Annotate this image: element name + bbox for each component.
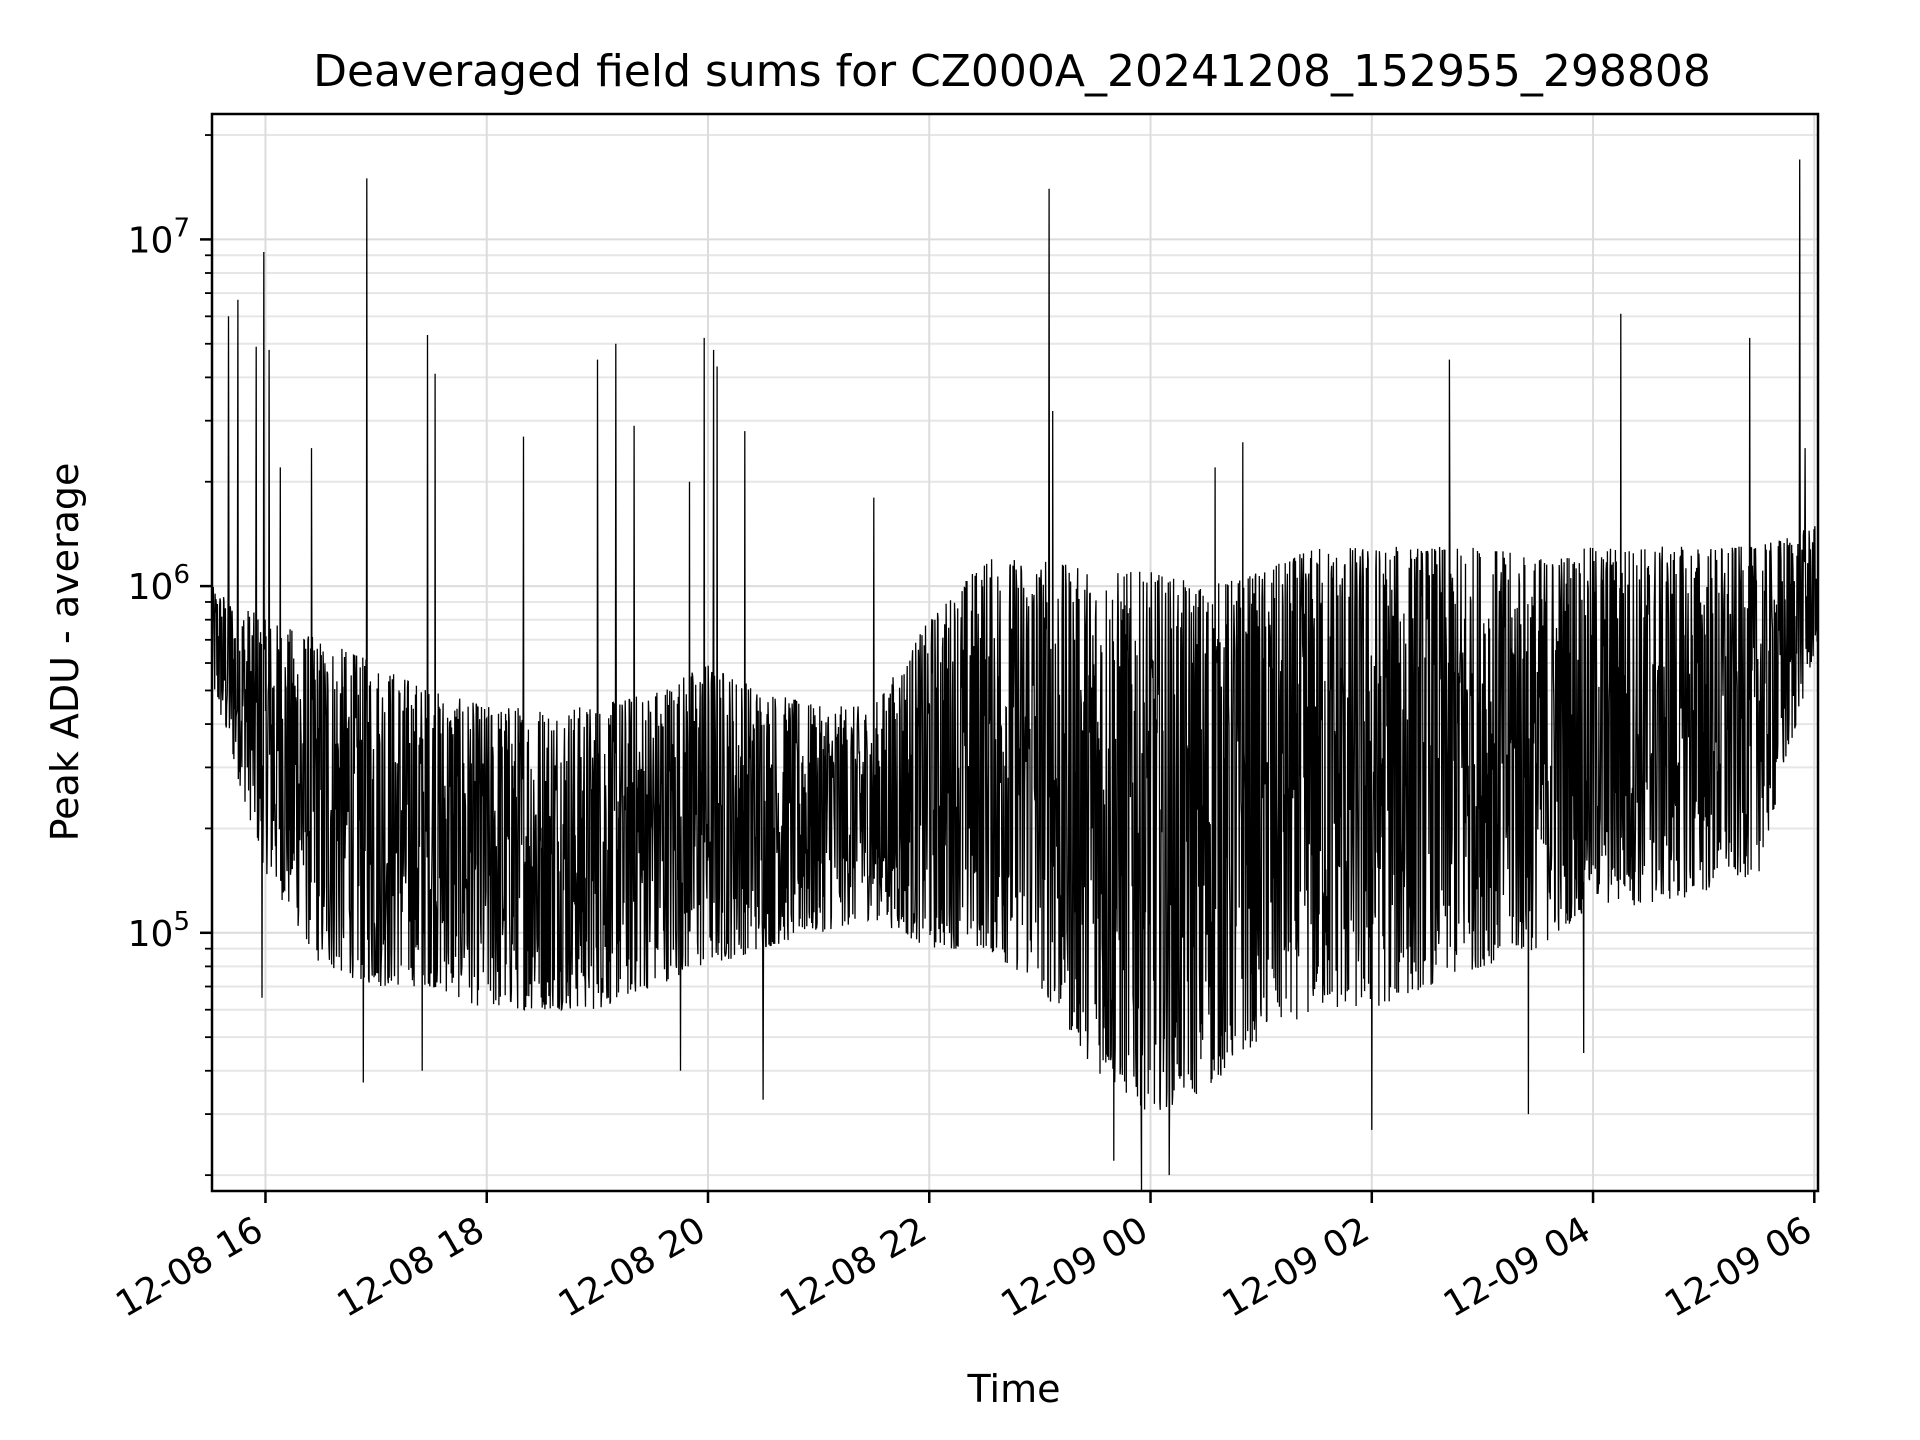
- y-tick-label: 106: [128, 560, 190, 608]
- y-tick-label: 107: [128, 213, 190, 261]
- series-time-series: [211, 159, 1819, 1192]
- x-axis: 12-08 16 12-08 18 12-08 20 12-08 22 12-09 00…: [109, 1191, 1819, 1326]
- x-tick-label: 12-09 02: [1216, 1209, 1377, 1325]
- x-axis-label: Time: [967, 1367, 1061, 1411]
- y-axis-label: Peak ADU - average: [43, 463, 87, 842]
- chart-title: Deaveraged field sums for CZ000A_2024120…: [313, 46, 1711, 97]
- x-tick-label: 12-09 04: [1437, 1209, 1598, 1325]
- plot-frame: [210, 112, 1820, 1193]
- y-tick-label: 105: [128, 907, 190, 955]
- x-tick-label: 12-08 18: [331, 1209, 492, 1325]
- x-tick-label: 12-08 22: [773, 1209, 934, 1325]
- y-axis: 105 106 107: [128, 134, 212, 1177]
- x-tick-label: 12-09 00: [994, 1209, 1155, 1325]
- x-tick-label: 12-09 06: [1658, 1209, 1819, 1325]
- x-tick-label: 12-08 20: [552, 1209, 713, 1325]
- x-tick-label: 12-08 16: [109, 1209, 270, 1325]
- series-line: [211, 159, 1819, 1192]
